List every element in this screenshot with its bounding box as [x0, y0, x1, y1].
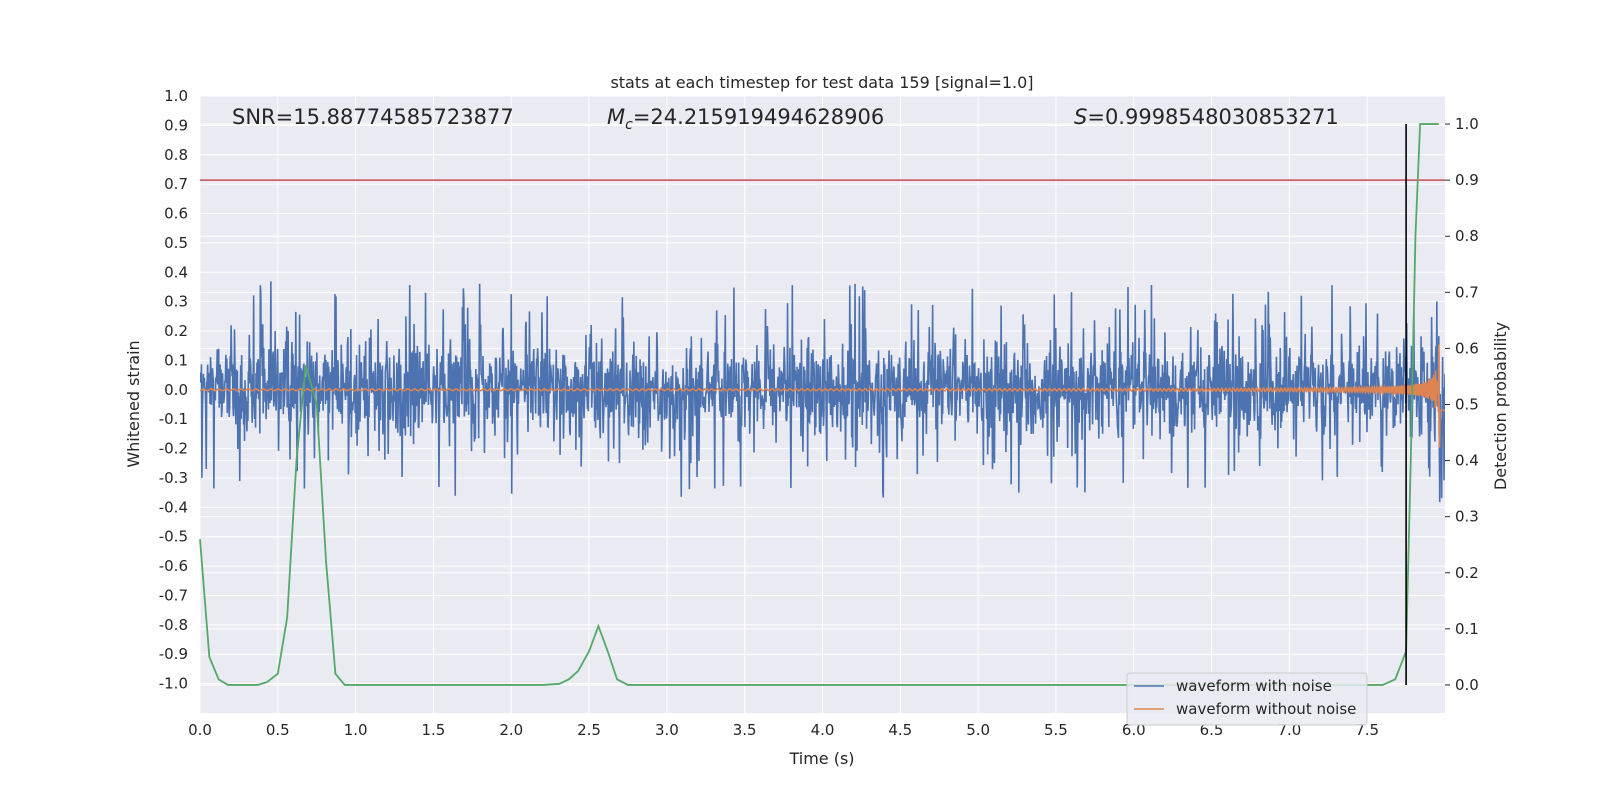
overlay	[199, 123, 1445, 686]
mc-value: =24.215919494628906	[633, 105, 884, 129]
y-tick-label: 0.4	[164, 263, 188, 281]
x-tick-label: 2.0	[499, 721, 523, 739]
x-tick-label: 5.5	[1044, 721, 1068, 739]
x-tick-label: 0.5	[266, 721, 290, 739]
legend-label-clean: waveform without noise	[1176, 700, 1356, 718]
y2-tick-label: 0.2	[1455, 564, 1479, 582]
y2-tick-label: 1.0	[1455, 115, 1479, 133]
y-tick-label: -0.4	[159, 498, 188, 516]
y-tick-label: 0.5	[164, 234, 188, 252]
y2-axis-label: Detection probability	[1491, 322, 1510, 490]
x-tick-label: 1.0	[344, 721, 368, 739]
y2-tick-label: 0.6	[1455, 339, 1479, 357]
y-tick-label: -0.7	[159, 586, 188, 604]
y-tick-label: -0.6	[159, 557, 188, 575]
x-tick-label: 3.5	[733, 721, 757, 739]
y-tick-label: -0.8	[159, 616, 188, 634]
y-tick-label: 0.3	[164, 293, 188, 311]
legend-label-noise: waveform with noise	[1176, 677, 1332, 695]
x-tick-label: 1.5	[422, 721, 446, 739]
y-tick-label: 0.6	[164, 205, 188, 223]
y-tick-label: -0.1	[159, 410, 188, 428]
y-tick-label: 0.2	[164, 322, 188, 340]
y2-tick-label: 0.7	[1455, 283, 1479, 301]
y2-tick-label: 0.1	[1455, 620, 1479, 638]
right-y-axis: 0.0 0.1 0.2 0.3 0.4 0.5 0.6 0.7 0.8 0.9 1.0	[1445, 115, 1479, 694]
snr-annotation: SNR=15.88774585723877	[232, 105, 514, 129]
series-detection-probability	[199, 123, 1439, 686]
x-tick-label: 2.5	[577, 721, 601, 739]
series-layer	[200, 281, 1445, 503]
y-tick-label: -1.0	[159, 675, 188, 693]
y-tick-label: 1.0	[164, 87, 188, 105]
series-waveform-with-noise	[200, 281, 1445, 503]
mc-symbol: M	[607, 105, 625, 129]
y-tick-label: 0.0	[164, 381, 188, 399]
s-annotation: S=0.9998548030853271	[1074, 105, 1339, 129]
y2-tick-label: 0.5	[1455, 396, 1479, 414]
y2-tick-label: 0.0	[1455, 676, 1479, 694]
y-tick-label: 0.8	[164, 146, 188, 164]
y-tick-label: -0.5	[159, 528, 188, 546]
y2-tick-label: 0.9	[1455, 171, 1479, 189]
y-tick-label: -0.2	[159, 440, 188, 458]
chirp-mass-annotation: Mc=24.215919494628906	[607, 105, 884, 133]
legend-box	[1126, 672, 1368, 726]
y-tick-label: -0.9	[159, 645, 188, 663]
x-axis-label: Time (s)	[788, 749, 854, 768]
y2-tick-label: 0.8	[1455, 227, 1479, 245]
x-tick-label: 4.0	[811, 721, 835, 739]
x-tick-label: 4.5	[888, 721, 912, 739]
y-tick-label: 0.9	[164, 116, 188, 134]
y-axis-label: Whitened strain	[124, 340, 143, 467]
s-symbol: S	[1074, 105, 1087, 129]
y2-tick-label: 0.3	[1455, 508, 1479, 526]
y-tick-label: 0.7	[164, 175, 188, 193]
y-tick-label: -0.3	[159, 469, 188, 487]
x-axis: 0.0 0.5 1.0 1.5 2.0 2.5 3.0 3.5 4.0 4.5 5.0 5.5 6.0 6…	[188, 721, 1379, 739]
x-tick-label: 3.0	[655, 721, 679, 739]
y-tick-label: 0.1	[164, 351, 188, 369]
y2-tick-label: 0.4	[1455, 452, 1479, 470]
x-tick-label: 5.0	[966, 721, 990, 739]
legend: waveform with noise waveform without noi…	[1126, 672, 1368, 726]
chart-title: stats at each timestep for test data 159…	[610, 73, 1033, 92]
left-y-axis: -1.0 -0.9 -0.8 -0.7 -0.6 -0.5 -0.4 -0.3 -0.2 -0.1…	[159, 87, 188, 693]
series-waveform-without-noise	[200, 344, 1445, 448]
x-tick-label: 0.0	[188, 721, 212, 739]
s-value: =0.9998548030853271	[1087, 105, 1338, 129]
mc-subscript: c	[625, 117, 633, 133]
